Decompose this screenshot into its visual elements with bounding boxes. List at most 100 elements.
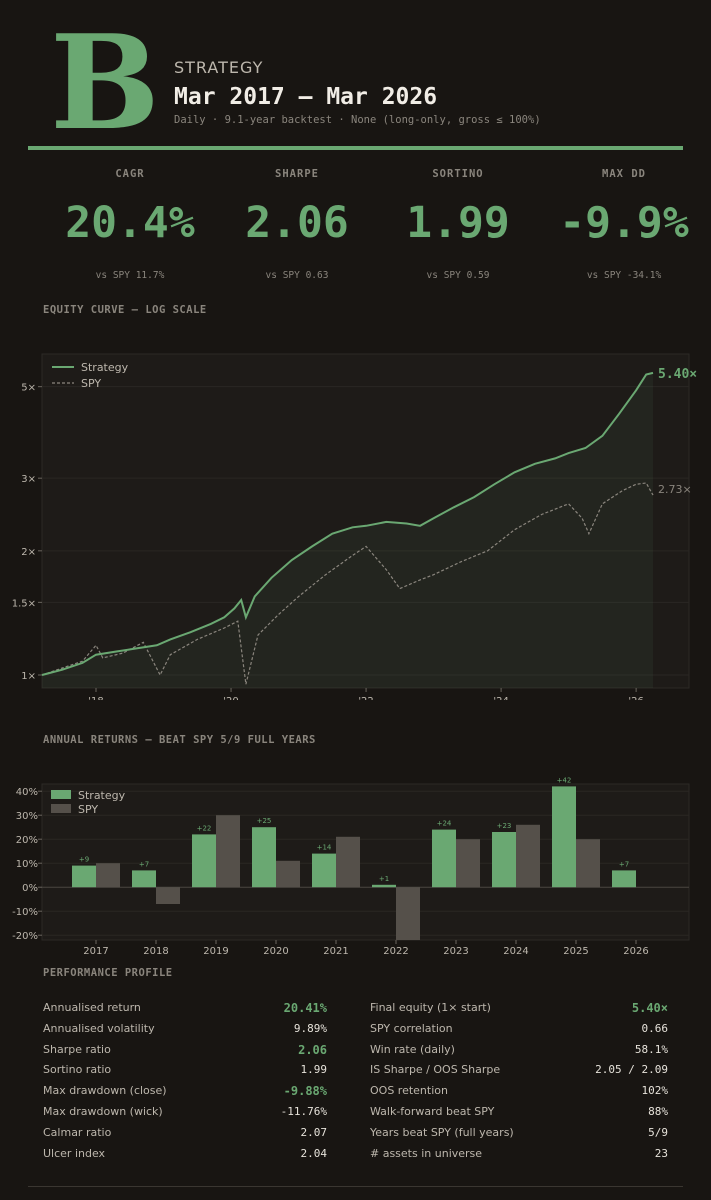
performance-label: Sortino ratio — [43, 1063, 112, 1077]
performance-row: Max drawdown (close) -9.88% — [43, 1084, 327, 1104]
equity-curve-chart: 1× 1.5× 2× 3× 5× '18 '20 '22 '24 '26 5.40× 2.73× Str… — [12, 353, 697, 700]
kpi-compare: vs SPY 0.59 — [426, 270, 490, 281]
kpi-label: SHARPE — [275, 168, 319, 180]
performance-label: Calmar ratio — [43, 1125, 112, 1139]
kpi-value: 20.4% — [65, 198, 195, 248]
performance-row: IS Sharpe / OOS Sharpe 2.05 / 2.09 — [370, 1063, 668, 1083]
performance-label: Sharpe ratio — [43, 1042, 111, 1056]
performance-value: 9.89% — [293, 1021, 327, 1035]
spy-bar — [96, 863, 120, 888]
annual-section-title: ANNUAL RETURNS — BEAT SPY 5/9 FULL YEARS — [43, 734, 316, 746]
performance-label: Years beat SPY (full years) — [370, 1125, 514, 1139]
performance-row: Win rate (daily) 58.1% — [370, 1043, 668, 1063]
legend-strategy-label: Strategy — [81, 361, 129, 374]
x-tick-label: 2022 — [383, 946, 408, 957]
backtest-period: Mar 2017 – Mar 2026 — [174, 84, 438, 110]
strategy-bar-label: +22 — [197, 824, 212, 832]
x-tick-label: 2023 — [443, 946, 468, 957]
kpi-sortino: SORTINO 1.99 vs SPY 0.59 — [373, 168, 543, 281]
performance-label: Final equity (1× start) — [370, 1001, 491, 1014]
strategy-bar-label: +1 — [379, 875, 389, 883]
strategy-bar-label: +23 — [497, 822, 512, 830]
performance-label: Max drawdown (close) — [43, 1084, 167, 1098]
performance-value: 5/9 — [648, 1125, 668, 1139]
y-tick-label: -10% — [12, 907, 38, 918]
performance-row: SPY correlation 0.66 — [370, 1022, 668, 1042]
x-tick-label: 2026 — [623, 946, 648, 957]
legend-strategy-swatch — [51, 790, 71, 799]
y-tick-label: 3× — [21, 474, 36, 485]
kpi-label: MAX DD — [602, 168, 646, 180]
strategy-bar-label: +25 — [257, 817, 272, 825]
performance-label: OOS retention — [370, 1084, 448, 1098]
kpi-compare: vs SPY -34.1% — [586, 270, 662, 281]
kpi-max-dd: MAX DD -9.9% vs SPY -34.1% — [539, 168, 709, 281]
strategy-bar — [72, 865, 96, 888]
performance-label: Win rate (daily) — [370, 1042, 455, 1056]
footer-divider — [28, 1186, 683, 1187]
strategy-line — [41, 371, 654, 676]
performance-value: -11.76% — [280, 1105, 327, 1118]
legend-spy-swatch — [51, 804, 71, 813]
strategy-area — [42, 372, 653, 688]
spy-bar — [576, 839, 600, 888]
strategy-kicker: STRATEGY — [174, 58, 264, 77]
x-tick-label: '22 — [358, 696, 373, 700]
strategy-bar-label: +7 — [139, 860, 149, 868]
strategy-end-label: 5.40× — [658, 367, 697, 382]
performance-label: Annualised volatility — [43, 1021, 155, 1035]
y-tick-label: 0% — [22, 883, 38, 894]
strategy-bar — [192, 834, 216, 888]
strategy-bar-label: +14 — [317, 844, 332, 852]
kpi-label: SORTINO — [432, 168, 484, 180]
y-tick-label: -20% — [12, 931, 38, 942]
performance-value: 2.04 — [300, 1146, 328, 1160]
kpi-value: 1.99 — [406, 198, 510, 248]
x-tick-label: 2021 — [323, 946, 348, 957]
kpi-sharpe: SHARPE 2.06 vs SPY 0.63 — [212, 168, 382, 281]
y-tick-label: 10% — [16, 859, 38, 870]
spy-bar — [456, 839, 480, 888]
strategy-bar-label: +7 — [619, 860, 629, 868]
performance-label: # assets in universe — [370, 1146, 483, 1160]
strategy-bar — [372, 884, 396, 888]
equity-section-title: EQUITY CURVE — LOG SCALE — [43, 304, 207, 316]
y-tick-label: 20% — [16, 835, 38, 846]
y-tick-label: 30% — [16, 811, 38, 822]
x-tick-label: '24 — [493, 696, 508, 700]
kpi-cagr: CAGR 20.4% vs SPY 11.7% — [45, 168, 215, 281]
kpi-compare: vs SPY 0.63 — [265, 270, 329, 281]
y-tick-label: 40% — [16, 787, 38, 798]
strategy-bar — [132, 870, 156, 888]
spy-bar — [216, 815, 240, 888]
spy-bar — [396, 887, 420, 940]
spy-line — [41, 482, 654, 685]
performance-label: Max drawdown (wick) — [43, 1105, 163, 1118]
performance-value: 0.66 — [641, 1021, 669, 1035]
performance-label: Annualised return — [43, 1001, 141, 1014]
strategy-bar — [252, 827, 276, 888]
spy-bar — [156, 887, 180, 904]
strategy-bar-label: +24 — [437, 820, 452, 828]
performance-value: 20.41% — [283, 1001, 327, 1015]
spy-bar — [336, 836, 360, 888]
performance-row: Walk-forward beat SPY 88% — [370, 1105, 668, 1125]
annual-returns-chart: -20% -10% 0% 10% 20% 30% 40% +9 2017 +7 2018 +22 201… — [12, 776, 690, 957]
kpi-compare: vs SPY 11.7% — [95, 270, 165, 281]
grade-letter: B — [50, 6, 160, 159]
y-tick-label: 5× — [21, 383, 36, 394]
kpi-value: 2.06 — [245, 198, 349, 248]
legend-strategy-label: Strategy — [78, 789, 126, 802]
kpi-value: -9.9% — [559, 198, 689, 248]
equity-plot-area — [41, 353, 690, 689]
strategy-bar — [432, 829, 456, 888]
performance-row: Sharpe ratio 2.06 — [43, 1043, 327, 1063]
kpi-label: CAGR — [115, 168, 145, 180]
legend-spy-label: SPY — [81, 377, 101, 390]
strategy-bar — [492, 832, 516, 888]
x-tick-label: 2024 — [503, 946, 528, 957]
performance-row: Annualised return 20.41% — [43, 1001, 327, 1021]
performance-row: Sortino ratio 1.99 — [43, 1063, 327, 1083]
x-tick-label: 2017 — [83, 946, 108, 957]
x-tick-label: 2019 — [203, 946, 228, 957]
